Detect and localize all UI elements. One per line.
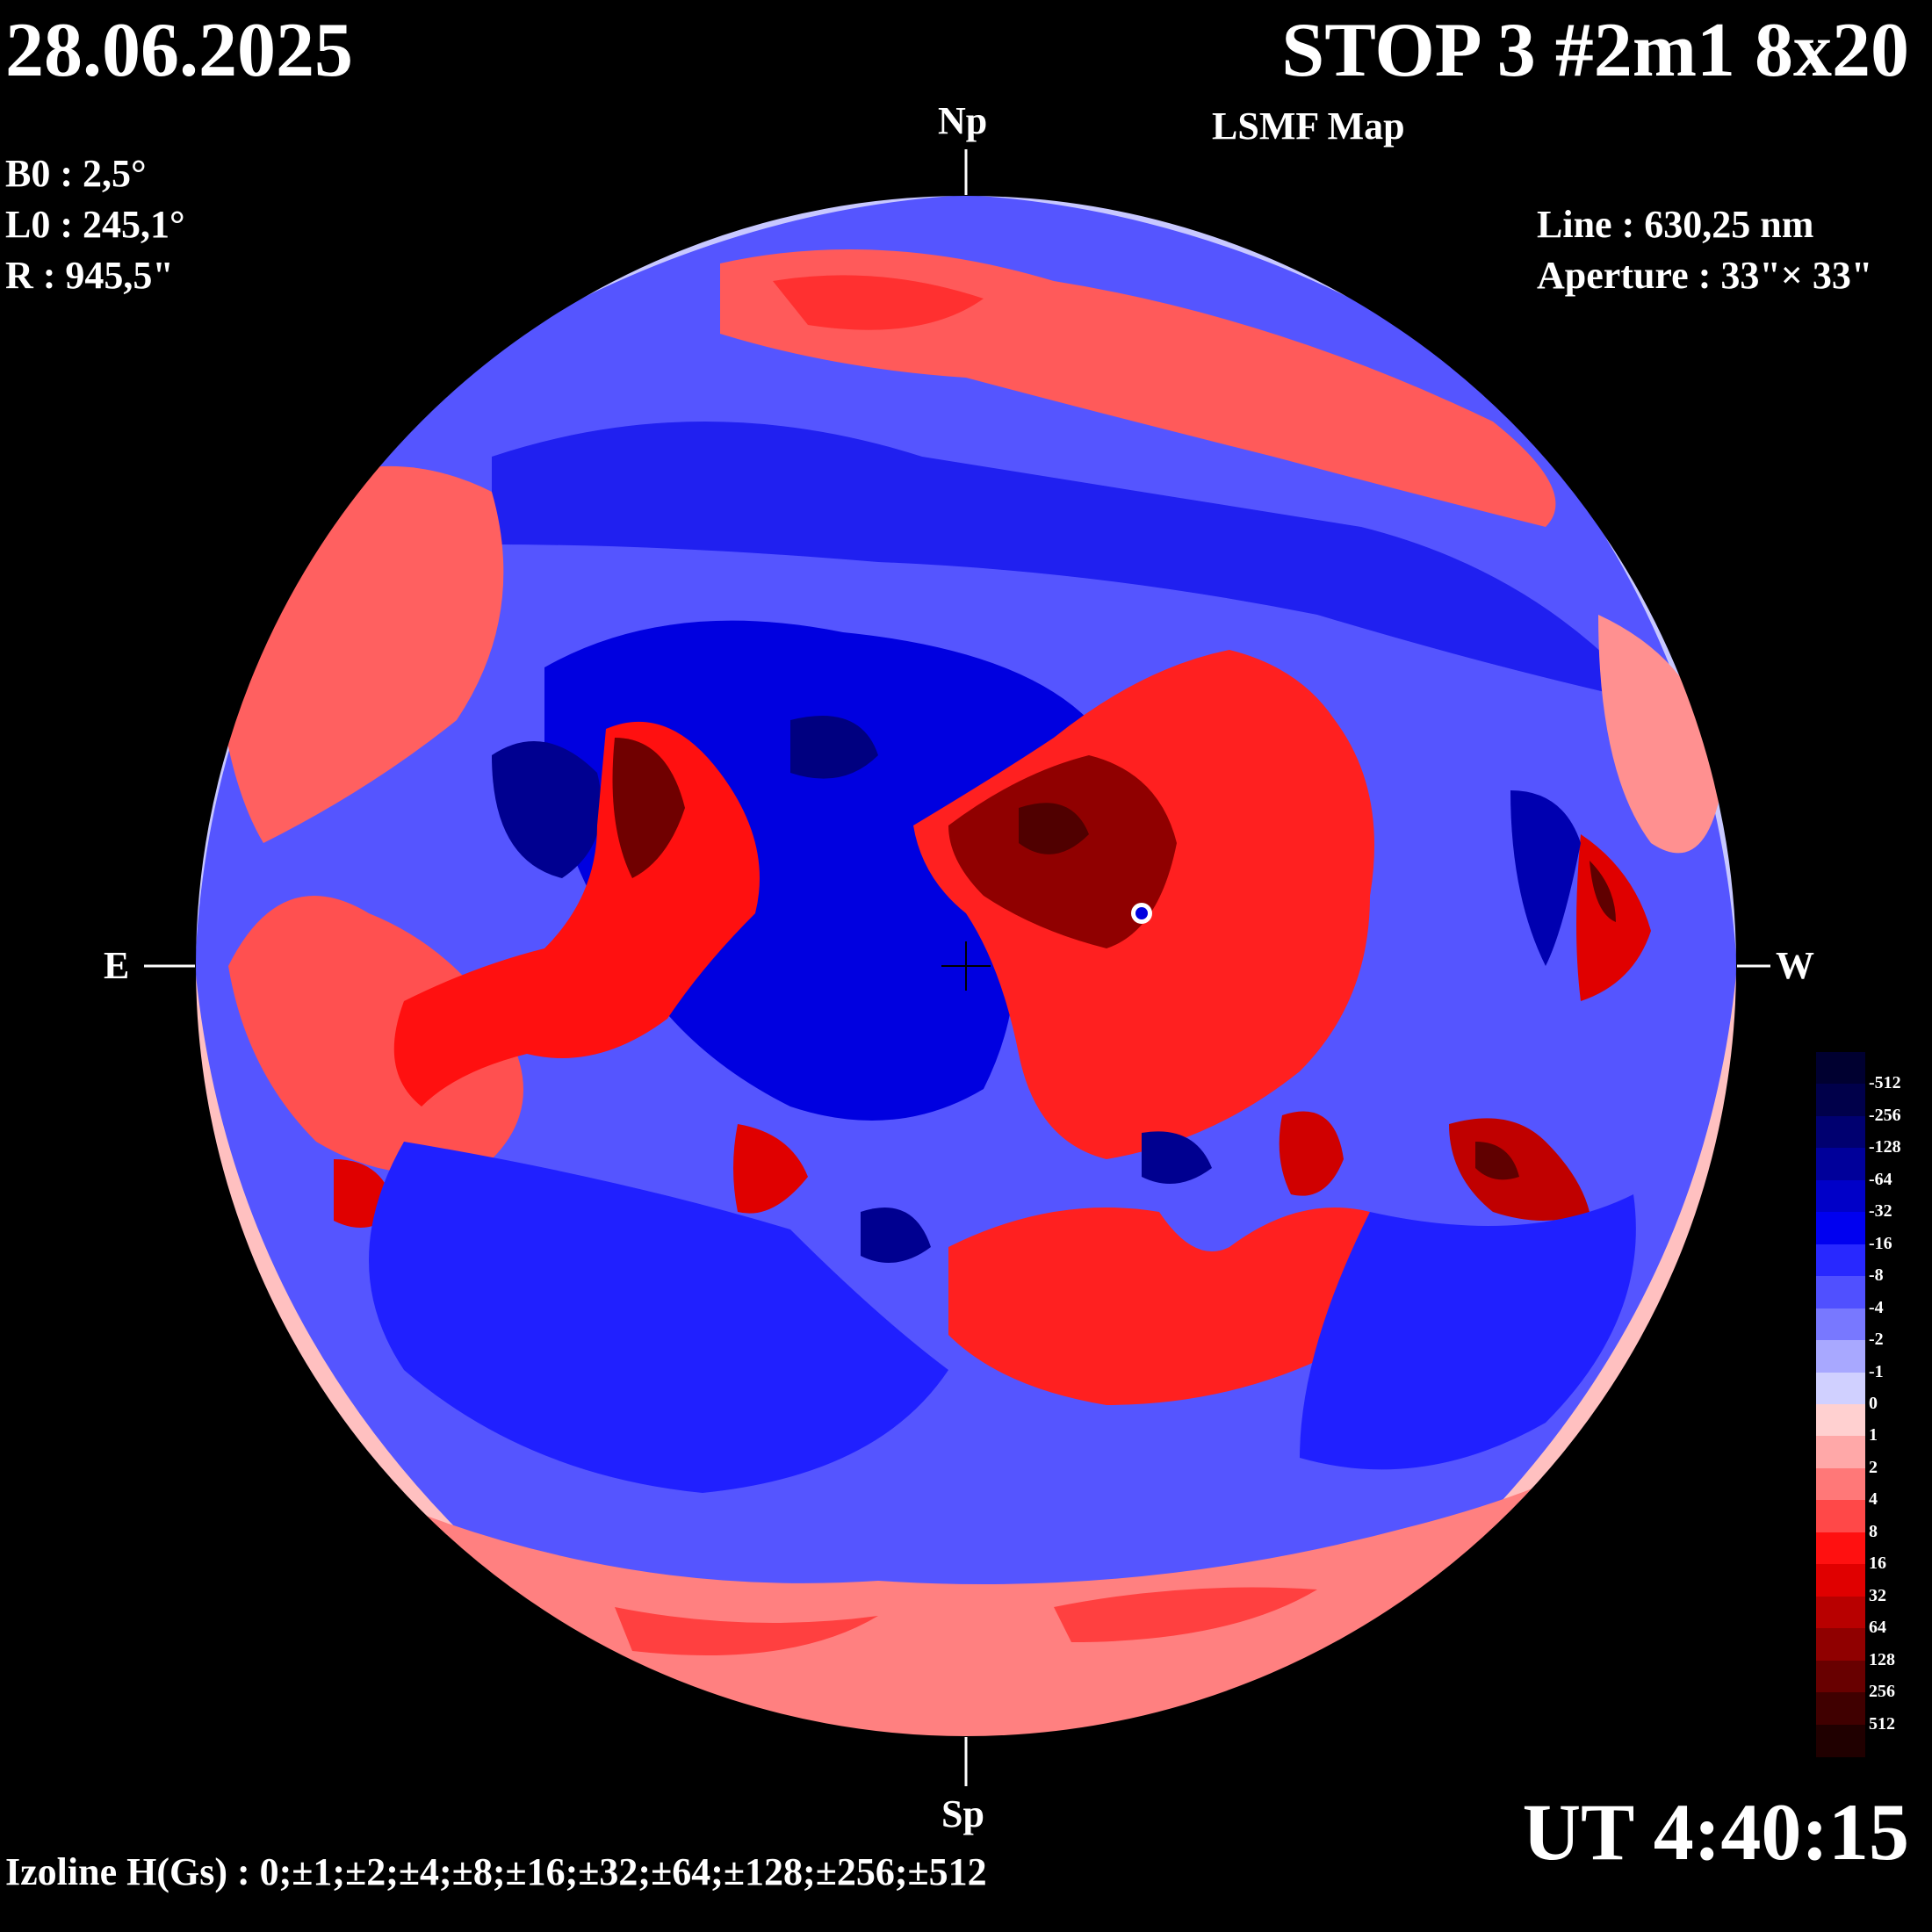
scale-swatch [1816,1052,1865,1085]
west-label: W [1776,944,1814,987]
scale-swatch [1816,1564,1865,1597]
observation-date: 28.06.2025 [5,8,353,93]
scale-label: 32 [1869,1585,1886,1605]
scale-swatch [1816,1148,1865,1181]
scale-label: -4 [1869,1297,1884,1317]
scale-label: -512 [1869,1073,1901,1093]
scale-label: 512 [1869,1713,1895,1734]
scale-label: -1 [1869,1361,1884,1381]
scale-swatch [1816,1244,1865,1278]
scale-swatch [1816,1692,1865,1726]
scale-label: -8 [1869,1265,1884,1286]
scale-label: -256 [1869,1105,1901,1125]
isoline-levels: Izoline H(Gs) : 0;±1;±2;±4;±8;±16;±32;±6… [5,1850,987,1893]
scale-swatch [1816,1467,1865,1502]
scale-label: 2 [1869,1457,1878,1477]
scale-swatch [1816,1179,1865,1214]
scale-label: 4 [1869,1489,1878,1510]
param-l0: L0 : 245,1° [5,203,185,246]
scale-swatch [1816,1308,1865,1342]
scale-label: 8 [1869,1521,1878,1541]
scale-label: -16 [1869,1233,1892,1253]
south-pole-label: Sp [941,1792,984,1835]
spectral-line: Line : 630,25 nm [1537,203,1814,246]
scale-label: -32 [1869,1201,1892,1222]
scale-label: 128 [1869,1649,1895,1669]
scale-swatch [1816,1724,1865,1757]
param-r: R : 945,5" [5,254,174,297]
scale-swatch [1816,1084,1865,1117]
disk-center-crosshair [941,941,991,991]
ut-time: UT 4:40:15 [1522,1787,1909,1877]
scale-swatch [1816,1372,1865,1405]
scale-label: -2 [1869,1330,1884,1350]
scale-label: 16 [1869,1554,1886,1574]
scale-label: 64 [1869,1618,1886,1638]
scale-swatch [1816,1628,1865,1662]
scale-label: -64 [1869,1169,1892,1189]
scale-swatch [1816,1404,1865,1438]
north-pole-label: Np [938,99,988,142]
scale-swatch [1816,1436,1865,1469]
map-title: STOP 3 #2m1 8x20 [1281,8,1909,93]
scale-swatch [1816,1115,1865,1150]
scale-label: 256 [1869,1682,1895,1702]
scale-swatch [1816,1276,1865,1309]
param-b0: B0 : 2,5° [5,152,147,195]
scale-label: 0 [1869,1394,1878,1413]
east-label: E [104,944,130,987]
scale-swatch [1816,1660,1865,1694]
scale-swatch [1816,1596,1865,1630]
scale-swatch [1816,1532,1865,1566]
aperture-size: Aperture : 33"× 33" [1537,254,1873,297]
scale-label: 1 [1869,1425,1878,1445]
scale-swatch [1816,1500,1865,1533]
scale-swatch [1816,1340,1865,1373]
map-subtitle: LSMF Map [1212,105,1405,148]
color-scale-bar [1816,1052,1865,1757]
scale-swatch [1816,1212,1865,1245]
scale-label: -128 [1869,1137,1901,1157]
